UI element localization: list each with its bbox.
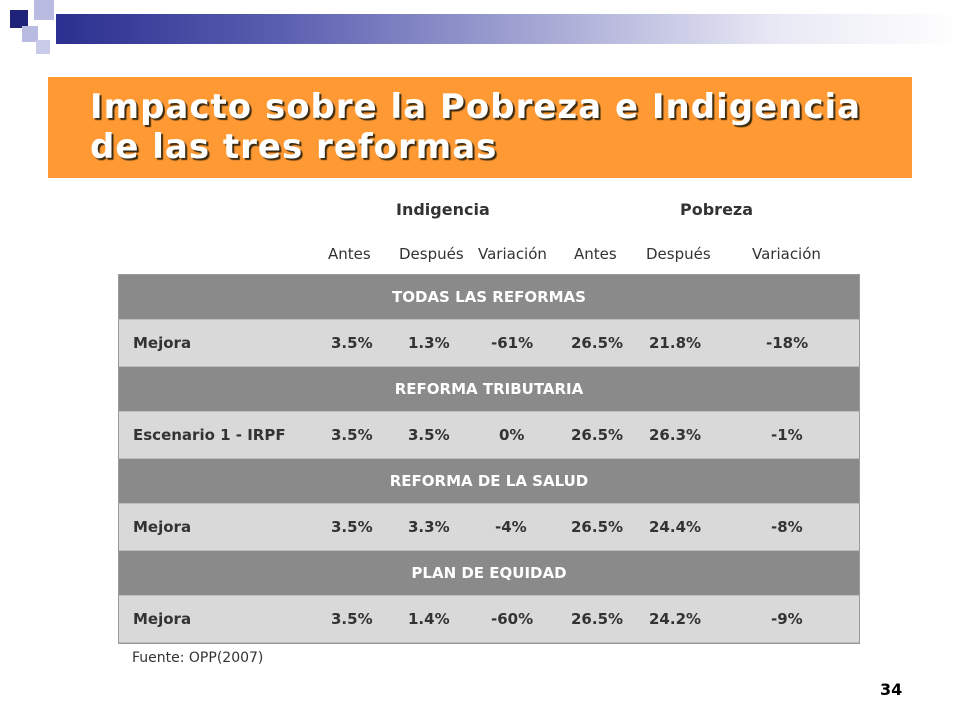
table-source-note: Fuente: OPP(2007) — [132, 650, 264, 666]
column-header: Antes — [328, 245, 371, 263]
decor-square-lavender — [34, 0, 54, 20]
section-header: PLAN DE EQUIDAD — [119, 551, 859, 595]
table-cell: -60% — [491, 610, 534, 628]
column-header: Variación — [478, 245, 547, 263]
table-row: Mejora 3.5% 1.4% -60% 26.5% 24.2% -9% — [119, 595, 859, 643]
section-header: TODAS LAS REFORMAS — [119, 275, 859, 319]
table-cell: 3.5% — [331, 518, 373, 536]
table-cell: 3.5% — [331, 426, 373, 444]
table-cell: 1.3% — [408, 334, 450, 352]
page-number: 34 — [880, 680, 903, 699]
row-label: Mejora — [133, 518, 192, 536]
section-header: REFORMA TRIBUTARIA — [119, 367, 859, 411]
table-cell: 26.5% — [571, 518, 624, 536]
table-body: TODAS LAS REFORMAS Mejora 3.5% 1.3% -61%… — [118, 274, 860, 644]
table-cell: -61% — [491, 334, 534, 352]
table-row: Mejora 3.5% 1.3% -61% 26.5% 21.8% -18% — [119, 319, 859, 367]
table-cell: 21.8% — [649, 334, 702, 352]
table-cell: -8% — [771, 518, 803, 536]
table-cell: 3.5% — [331, 610, 373, 628]
table-cell: -9% — [771, 610, 803, 628]
table-cell: 24.2% — [649, 610, 702, 628]
column-header: Variación — [752, 245, 821, 263]
decor-square-lavender — [22, 26, 38, 42]
table-cell: -1% — [771, 426, 803, 444]
table-cell: 3.5% — [331, 334, 373, 352]
table-cell: 26.5% — [571, 426, 624, 444]
table-cell: -4% — [495, 518, 527, 536]
section-header: REFORMA DE LA SALUD — [119, 459, 859, 503]
decor-square-navy — [10, 10, 28, 28]
slide-title-line-2: de las tres reformas — [90, 127, 498, 167]
table-cell: 0% — [499, 426, 525, 444]
table-cell: 1.4% — [408, 610, 450, 628]
table-cell: 24.4% — [649, 518, 702, 536]
group-header-indigencia: Indigencia — [396, 200, 490, 219]
title-banner: Impacto sobre la Pobreza e Indigencia de… — [48, 77, 912, 178]
column-header: Antes — [574, 245, 617, 263]
group-header-pobreza: Pobreza — [680, 200, 754, 219]
header-gradient-bar — [56, 14, 960, 44]
table-cell: 26.3% — [649, 426, 702, 444]
table-cell: 26.5% — [571, 610, 624, 628]
column-header: Después — [399, 245, 464, 263]
table-row: Mejora 3.5% 3.3% -4% 26.5% 24.4% -8% — [119, 503, 859, 551]
row-label: Mejora — [133, 610, 192, 628]
table-row: Escenario 1 - IRPF 3.5% 3.5% 0% 26.5% 26… — [119, 411, 859, 459]
table-cell: 3.3% — [408, 518, 450, 536]
table-cell: 26.5% — [571, 334, 624, 352]
slide-title-line-1: Impacto sobre la Pobreza e Indigencia — [90, 87, 862, 127]
table-cell: 3.5% — [408, 426, 450, 444]
row-label: Mejora — [133, 334, 192, 352]
table-cell: -18% — [766, 334, 809, 352]
column-header: Después — [646, 245, 711, 263]
decor-square-lavender — [36, 40, 50, 54]
row-label: Escenario 1 - IRPF — [133, 426, 286, 444]
